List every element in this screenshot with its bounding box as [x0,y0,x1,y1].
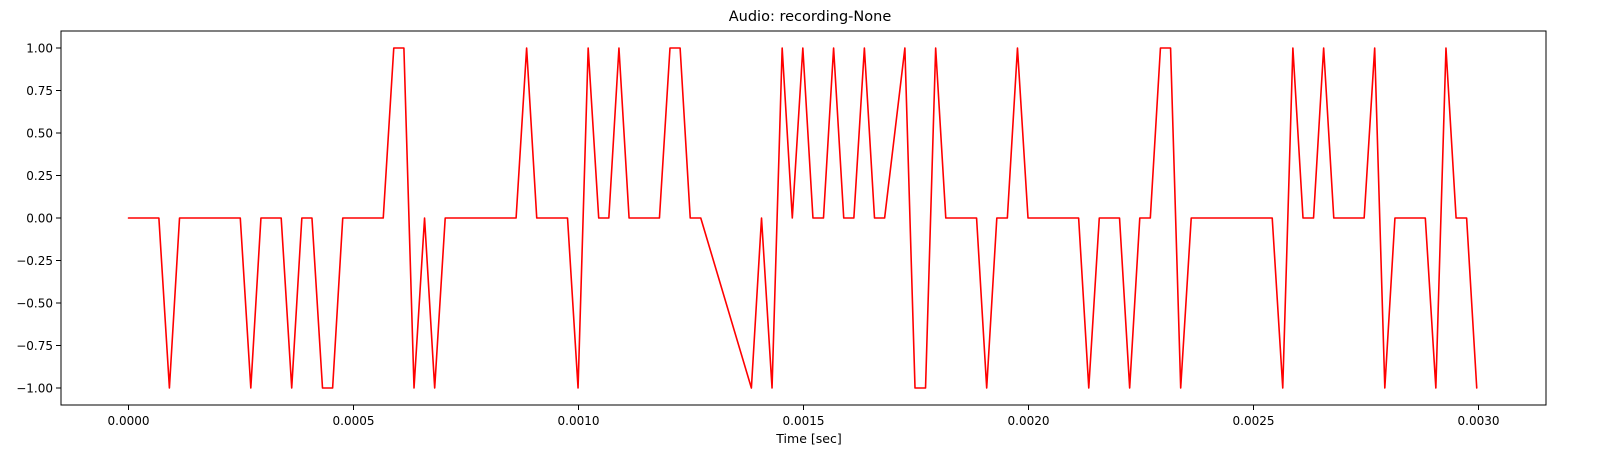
x-tick-label: 0.0010 [558,414,600,428]
y-tick-label: −0.75 [16,339,53,353]
plot-area [61,31,1546,405]
x-tick-label: 0.0015 [783,414,825,428]
y-tick-label: 0.25 [26,169,53,183]
y-tick-label: −0.50 [16,297,53,311]
y-tick-label: 0.50 [26,127,53,141]
y-tick-label: 0.75 [26,84,53,98]
x-tick-label: 0.0005 [333,414,375,428]
y-tick-label: −1.00 [16,382,53,396]
y-tick-label: −0.25 [16,254,53,268]
plot-frame [60,30,1547,406]
waveform-series-line [127,47,1478,389]
x-axis-label: Time [sec] [775,431,841,446]
y-tick-label: 1.00 [26,42,53,56]
chart-title: Audio: recording-None [729,9,892,25]
x-tick-label: 0.0025 [1233,414,1275,428]
x-tick-label: 0.0030 [1458,414,1500,428]
axis-ticks: 0.0000 0.0005 0.0010 0.0015 0.0020 0.0025 0.00… [16,42,1499,429]
y-tick-label: 0.00 [26,212,53,226]
x-tick-label: 0.0000 [108,414,150,428]
x-tick-label: 0.0020 [1008,414,1050,428]
series-layer [127,47,1478,389]
